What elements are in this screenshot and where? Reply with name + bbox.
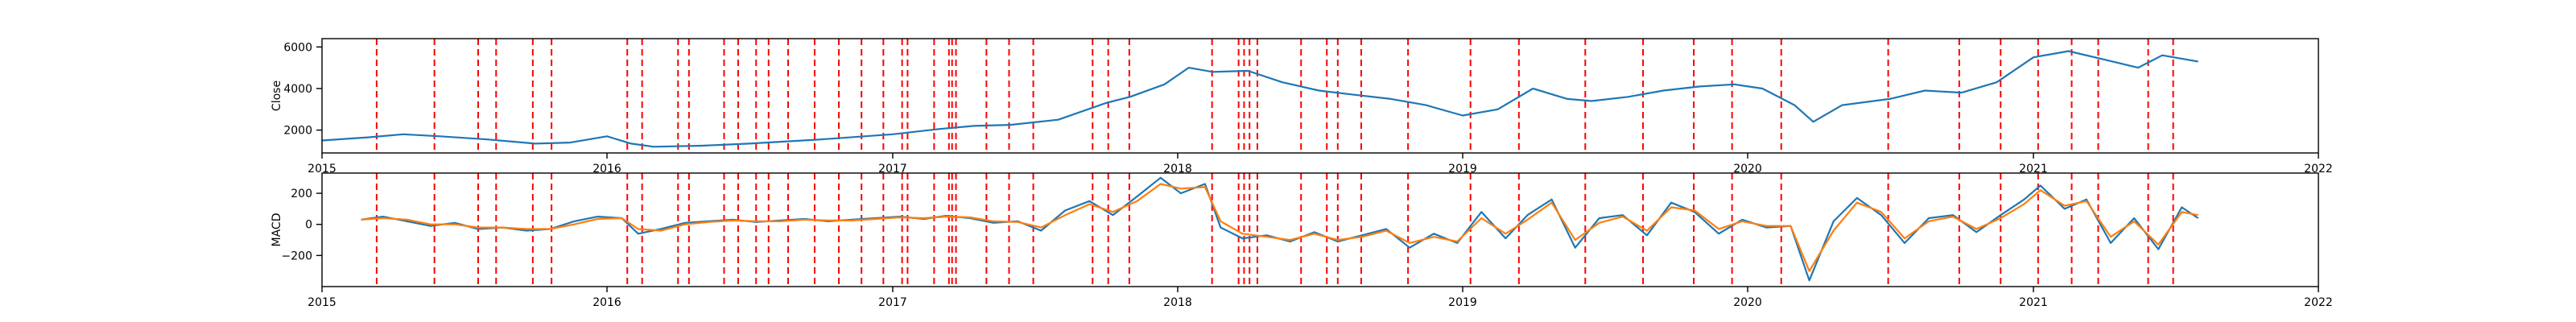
x-tick-label: 2019 xyxy=(1448,296,1477,309)
x-tick-label: 2018 xyxy=(1163,296,1192,309)
axes-frame xyxy=(321,38,2319,154)
y-tick-label: −200 xyxy=(282,250,312,262)
x-tick-label: 2016 xyxy=(592,163,621,175)
chart-panel-1: 2000 4000 6000 2015 2016 2017 2018 2019 2020 2021… xyxy=(270,38,2333,175)
y-tick-label: 2000 xyxy=(283,125,312,138)
x-tick-label: 2019 xyxy=(1448,163,1477,175)
y-axis-title: Close xyxy=(270,80,283,111)
axes-frame xyxy=(321,172,2319,287)
series-line-1 xyxy=(361,176,2199,282)
x-tick-label: 2015 xyxy=(308,296,336,309)
y-axis-title: MACD xyxy=(270,213,283,247)
x-tick-label: 2022 xyxy=(2304,163,2333,175)
series-line-2 xyxy=(361,183,2198,272)
x-tick-label: 2017 xyxy=(878,163,907,175)
x-tick-label: 2017 xyxy=(878,296,907,309)
event-lines xyxy=(375,173,2174,287)
y-tick-label: 0 xyxy=(305,219,312,232)
x-tick-label: 2022 xyxy=(2304,296,2333,309)
x-tick-label: 2015 xyxy=(308,163,336,175)
y-tick-label: 200 xyxy=(291,188,312,200)
y-tick-label: 6000 xyxy=(283,41,312,54)
y-tick-label: 4000 xyxy=(283,83,312,96)
x-tick-label: 2021 xyxy=(2019,296,2048,309)
series-line-1 xyxy=(322,50,2198,148)
x-tick-label: 2020 xyxy=(1733,296,1762,309)
chart-panel-2: −200 0 200 2015 2016 2017 2018 2019 2020 2021 2022… xyxy=(270,172,2333,309)
x-tick-label: 2016 xyxy=(592,296,621,309)
x-tick-label: 2021 xyxy=(2019,163,2048,175)
x-tick-label: 2020 xyxy=(1733,163,1762,175)
x-tick-label: 2018 xyxy=(1163,163,1192,175)
event-lines xyxy=(375,39,2174,153)
